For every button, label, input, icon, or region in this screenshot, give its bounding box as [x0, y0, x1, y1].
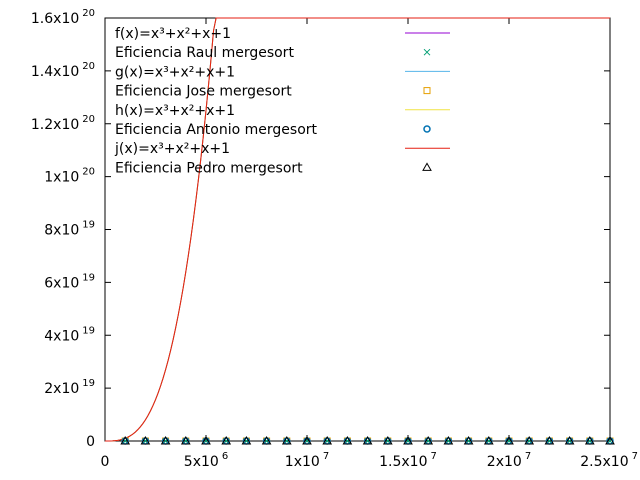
legend-marker-sample	[422, 162, 432, 171]
data-point-triangle	[524, 435, 535, 445]
data-point-triangle	[584, 435, 595, 445]
data-point-triangle	[463, 435, 474, 445]
series-line-2	[104, 17, 610, 442]
data-point-triangle	[504, 435, 514, 445]
x-tick-label: 2.5x10 7	[580, 451, 638, 470]
x-tick-label: 1.5x10 7	[379, 451, 437, 470]
legend-label: Eficiencia Pedro mergesort	[115, 160, 303, 176]
x-tick-label: 2x10 7	[487, 451, 531, 470]
legend-label: j(x)=x³+x²+x+1	[114, 141, 230, 157]
data-point-triangle	[160, 435, 171, 445]
data-point-triangle	[362, 435, 373, 445]
y-tick-label: 1.4x10 20	[31, 61, 95, 80]
legend-label: Eficiencia Antonio mergesort	[115, 122, 318, 138]
data-point-triangle	[140, 435, 151, 445]
legend-marker-sample	[423, 125, 431, 133]
data-point-triangle	[322, 435, 333, 445]
data-point-triangle	[483, 435, 494, 445]
series-line-4	[104, 17, 610, 442]
data-point-triangle	[605, 435, 615, 445]
data-point-triangle	[544, 435, 555, 445]
y-tick-label: 6x10 19	[44, 272, 95, 291]
x-tick-label: 0	[101, 454, 110, 470]
legend-label: Eficiencia Jose mergesort	[115, 84, 292, 100]
data-point-triangle	[403, 435, 413, 445]
y-tick-label: 0	[86, 434, 95, 450]
legend: f(x)=x³+x²+x+1 Eficiencia Raul mergesort g…	[114, 26, 450, 176]
x-tick-label: 1x10 7	[285, 451, 329, 470]
legend-label: f(x)=x³+x²+x+1	[115, 26, 231, 42]
legend-label: Eficiencia Raul mergesort	[115, 45, 294, 61]
y-tick-label: 2x10 19	[44, 378, 95, 397]
y-tick-label: 4x10 19	[44, 325, 95, 344]
data-point-triangle	[382, 435, 393, 445]
series-line-6	[104, 17, 610, 442]
data-point-triangle	[302, 435, 312, 445]
data-point-triangle	[221, 435, 232, 445]
series-line-0	[104, 17, 610, 442]
axis-ticks: 0 2x10 19 4x10 19 6x10 19 8x10 19 1x10 20 1.2x10 20 1…	[31, 8, 638, 470]
y-tick-label: 8x10 19	[44, 220, 95, 239]
data-point-triangle	[241, 435, 252, 445]
data-point-triangle	[201, 435, 211, 445]
legend-marker-sample	[423, 48, 431, 56]
data-point-triangle	[443, 435, 454, 445]
data-point-triangle	[261, 435, 272, 445]
plot-markers	[120, 435, 615, 445]
data-point-triangle	[120, 435, 131, 445]
data-point-triangle	[342, 435, 353, 445]
y-tick-label: 1x10 20	[44, 167, 95, 186]
legend-marker-sample	[423, 87, 431, 95]
data-point-triangle	[180, 435, 191, 445]
legend-label: h(x)=x³+x²+x+1	[115, 103, 235, 119]
plot-frame	[104, 17, 611, 442]
y-tick-label: 1.6x10 20	[31, 8, 95, 27]
legend-label: g(x)=x³+x²+x+1	[115, 64, 235, 80]
y-tick-label: 1.2x10 20	[31, 114, 95, 133]
plot-curves	[104, 17, 610, 442]
x-tick-label: 5x10 6	[184, 451, 228, 470]
data-point-triangle	[423, 435, 434, 445]
data-point-triangle	[564, 435, 575, 445]
data-point-triangle	[281, 435, 292, 445]
